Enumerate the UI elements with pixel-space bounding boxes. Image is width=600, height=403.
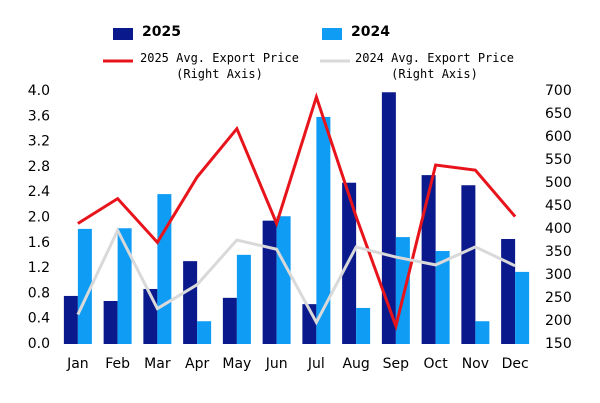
bar <box>475 321 490 344</box>
y2-tick-label: 550 <box>545 152 572 168</box>
legend-swatch <box>322 28 342 40</box>
y-tick-label: 2.4 <box>28 184 50 200</box>
y-tick-label: 1.6 <box>28 235 50 251</box>
y-tick-label: 0.8 <box>28 285 50 301</box>
x-tick-label: Feb <box>105 356 130 372</box>
bar <box>501 239 516 344</box>
bar <box>515 271 530 344</box>
bar <box>421 175 436 344</box>
y-tick-label: 3.2 <box>28 134 50 150</box>
legend-label: 2024 Avg. Export Price (Right Axis) <box>355 51 514 81</box>
y-tick-label: 1.2 <box>28 260 50 276</box>
legend-swatch <box>113 28 133 40</box>
line <box>76 226 516 326</box>
x-tick-label: Dec <box>502 356 529 372</box>
bar <box>103 300 118 344</box>
y2-tick-label: 500 <box>545 175 572 191</box>
legend-label: 2025 <box>142 24 181 40</box>
x-tick-label: Sep <box>383 356 410 372</box>
y-tick-label: 0.0 <box>28 336 50 352</box>
x-tick-label: Oct <box>424 356 449 372</box>
bar <box>316 116 331 345</box>
bar <box>262 220 277 344</box>
y2-tick-label: 450 <box>545 198 572 214</box>
y2-tick-label: 600 <box>545 129 572 145</box>
y2-tick-label: 300 <box>545 267 572 283</box>
y2-tick-label: 200 <box>545 313 572 329</box>
x-tick-label: Jun <box>265 356 288 372</box>
bar <box>117 228 132 344</box>
bar <box>356 307 371 344</box>
bar <box>276 216 291 344</box>
bar <box>183 261 198 344</box>
y-tick-label: 3.6 <box>28 108 50 124</box>
y2-tick-label: 650 <box>545 106 572 122</box>
legend-label: 2025 Avg. Export Price (Right Axis) <box>140 51 299 81</box>
y2-tick-label: 250 <box>545 290 572 306</box>
x-tick-label: Jan <box>66 356 89 372</box>
x-tick-label: May <box>222 356 251 372</box>
y-tick-label: 0.4 <box>28 311 50 327</box>
y2-tick-label: 350 <box>545 244 572 260</box>
y2-tick-label: 150 <box>545 336 572 352</box>
bar <box>222 297 237 344</box>
x-tick-label: Aug <box>342 356 369 372</box>
bar <box>461 185 476 344</box>
y2-tick-label: 400 <box>545 221 572 237</box>
y-tick-label: 2.8 <box>28 159 50 175</box>
bar <box>157 194 172 344</box>
bar <box>236 254 251 344</box>
bar <box>381 92 396 344</box>
x-tick-label: Mar <box>144 356 171 372</box>
bar <box>77 228 92 344</box>
x-tick-label: Jul <box>307 356 325 372</box>
bar <box>395 237 410 344</box>
x-tick-label: Nov <box>462 356 489 372</box>
y-tick-label: 4.0 <box>28 83 50 99</box>
y-tick-label: 2.0 <box>28 210 50 226</box>
bar <box>197 321 212 344</box>
x-tick-label: Apr <box>185 356 209 372</box>
bar <box>435 251 450 344</box>
bar <box>63 295 78 344</box>
y2-tick-label: 700 <box>545 83 572 99</box>
line <box>77 92 517 332</box>
legend-label: 2024 <box>351 24 390 40</box>
